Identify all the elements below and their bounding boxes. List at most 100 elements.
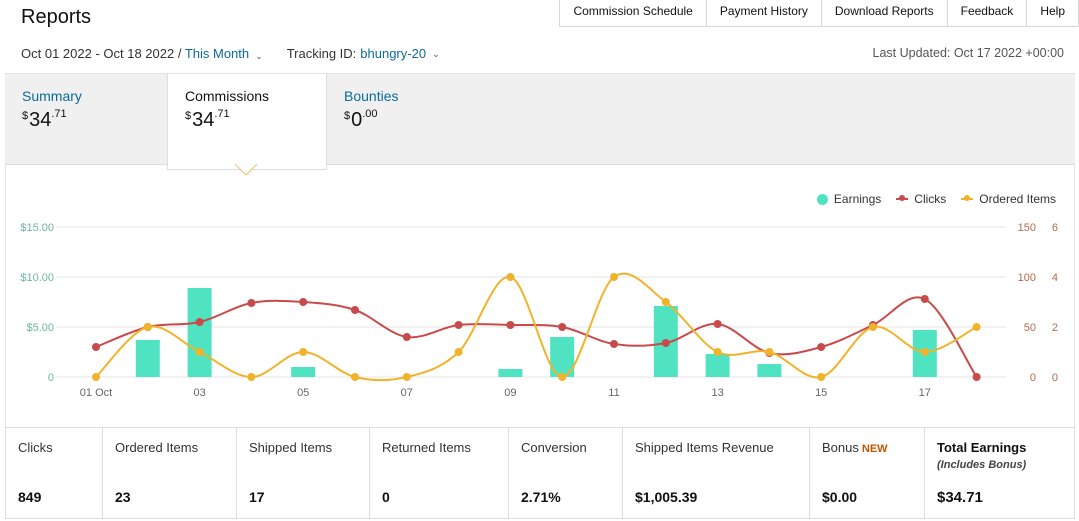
x-axis-tick: 03 xyxy=(193,387,205,399)
top-nav: Commission Schedule Payment History Down… xyxy=(559,0,1079,27)
x-axis-tick: 05 xyxy=(297,387,309,399)
tab-bounties[interactable]: Bounties $0.00 xyxy=(327,74,487,166)
earnings-bar xyxy=(135,340,160,377)
download-reports-button[interactable]: Download Reports xyxy=(820,0,948,27)
amount-cents: .71 xyxy=(51,108,67,120)
y-axis-ordered-tick: 2 xyxy=(1052,322,1058,334)
ordered-items-point xyxy=(351,373,359,381)
amount-cents: .00 xyxy=(362,108,378,120)
y-axis-left-tick: $15.00 xyxy=(20,222,54,234)
tracking-id-selector[interactable]: Tracking ID: bhungry-20 ⌄ xyxy=(287,46,440,61)
amount-whole: 34 xyxy=(192,109,215,131)
report-tabs: Summary $34.71 Commissions $34.71 Bounti… xyxy=(5,73,1075,170)
ordered-items-point xyxy=(195,348,204,356)
clicks-point xyxy=(351,306,359,314)
y-axis-clicks-tick: 150 xyxy=(1018,222,1036,234)
stat-value: $34.71 xyxy=(937,489,983,506)
stat-label: Shipped Items xyxy=(249,440,333,455)
ordered-items-point xyxy=(972,323,981,331)
y-axis-left-tick: 0 xyxy=(48,372,54,384)
stat-label: Ordered Items xyxy=(115,440,199,455)
y-axis-left-tick: $5.00 xyxy=(26,322,54,334)
chart-area: $15.00 150 6 $10.00 100 4 $5.00 50 2 0 0 0 01 Oct 03 0… xyxy=(5,165,1075,427)
amount-cents: .71 xyxy=(214,108,230,120)
ordered-items-point xyxy=(920,348,929,356)
y-axis-ordered-tick: 0 xyxy=(1052,372,1058,384)
x-axis-tick: 13 xyxy=(711,387,723,399)
stat-returned-items: Returned Items 0 xyxy=(370,428,509,518)
legend-ordered-swatch xyxy=(961,195,974,201)
stat-ordered-items: Ordered Items 23 xyxy=(103,428,237,518)
tab-summary-label: Summary xyxy=(22,88,82,104)
tab-summary[interactable]: Summary $34.71 xyxy=(5,74,167,166)
bonus-label: Bonus xyxy=(822,440,859,455)
clicks-point xyxy=(195,318,204,326)
tab-commissions[interactable]: Commissions $34.71 xyxy=(167,74,327,170)
x-axis-tick: 17 xyxy=(919,387,931,399)
clicks-point xyxy=(506,321,515,329)
currency-symbol: $ xyxy=(185,110,192,122)
feedback-button[interactable]: Feedback xyxy=(946,0,1028,27)
stat-value: $1,005.39 xyxy=(635,489,698,505)
earnings-bar xyxy=(757,364,782,377)
clicks-point xyxy=(454,321,463,329)
legend-ordered-items[interactable]: Ordered Items xyxy=(961,192,1056,206)
y-axis-ordered-tick: 6 xyxy=(1052,222,1058,234)
currency-symbol: $ xyxy=(22,110,29,122)
earnings-bar xyxy=(498,369,523,377)
ordered-items-point xyxy=(661,298,670,306)
stat-value: 849 xyxy=(18,489,42,505)
stat-conversion: Conversion 2.71% xyxy=(509,428,623,518)
ordered-items-point xyxy=(143,323,152,331)
clicks-line xyxy=(95,296,978,378)
ordered-items-point xyxy=(869,323,877,331)
earnings-bar xyxy=(291,367,316,377)
stat-value: 23 xyxy=(115,489,131,505)
last-updated: Last Updated: Oct 17 2022 +00:00 xyxy=(872,46,1064,60)
stats-bar: Clicks 849 Ordered Items 23 Shipped Item… xyxy=(5,427,1075,519)
y-axis-clicks-tick: 50 xyxy=(1024,322,1036,334)
y-axis-clicks-tick: 100 xyxy=(1018,272,1036,284)
stat-label: Conversion xyxy=(521,440,587,455)
tab-summary-amount: $34.71 xyxy=(22,108,167,132)
stat-shipped-items: Shipped Items 17 xyxy=(237,428,370,518)
x-axis-tick: 07 xyxy=(401,387,413,399)
period-link[interactable]: This Month xyxy=(184,46,250,61)
stat-label: Total Earnings xyxy=(937,440,1027,455)
amount-whole: 0 xyxy=(351,109,363,131)
clicks-point xyxy=(610,340,618,348)
ordered-items-point xyxy=(299,348,308,356)
legend-earnings[interactable]: Earnings xyxy=(816,192,882,206)
ordered-items-point xyxy=(506,273,515,281)
ordered-items-point xyxy=(817,373,826,381)
legend-earnings-label: Earnings xyxy=(833,192,882,206)
clicks-point xyxy=(920,295,929,303)
chart-legend: Earnings Clicks Ordered Items xyxy=(802,192,1056,206)
ordered-items-point xyxy=(402,373,411,381)
ordered-items-point xyxy=(247,373,256,381)
filter-row: Oct 01 2022 - Oct 18 2022 / This Month ⌄ … xyxy=(21,46,440,61)
clicks-point xyxy=(247,299,256,307)
payment-history-button[interactable]: Payment History xyxy=(705,0,822,27)
commission-schedule-button[interactable]: Commission Schedule xyxy=(559,0,707,27)
ordered-items-point xyxy=(765,348,774,356)
clicks-point xyxy=(972,373,981,381)
date-range-selector[interactable]: Oct 01 2022 - Oct 18 2022 / This Month ⌄ xyxy=(21,46,263,61)
legend-clicks-swatch xyxy=(896,195,909,201)
earnings-bar xyxy=(705,354,730,377)
stat-value: $0.00 xyxy=(822,489,858,505)
clicks-point xyxy=(817,343,826,351)
legend-ordered-label: Ordered Items xyxy=(979,192,1056,206)
date-range-text: Oct 01 2022 - Oct 18 2022 / xyxy=(21,46,182,61)
currency-symbol: $ xyxy=(344,110,351,122)
earnings-chart: $15.00 150 6 $10.00 100 4 $5.00 50 2 0 0 0 01 Oct 03 0… xyxy=(20,222,1058,399)
tracking-id-value[interactable]: bhungry-20 xyxy=(360,46,427,61)
new-badge: NEW xyxy=(861,443,888,455)
stat-value: 2.71% xyxy=(521,489,561,505)
legend-clicks[interactable]: Clicks xyxy=(896,192,946,206)
legend-clicks-label: Clicks xyxy=(914,192,947,206)
stat-total-earnings: Total Earnings (Includes Bonus) $34.71 xyxy=(925,428,1074,518)
help-button[interactable]: Help xyxy=(1026,0,1079,27)
earnings-bar xyxy=(187,288,212,377)
clicks-point xyxy=(299,298,308,306)
